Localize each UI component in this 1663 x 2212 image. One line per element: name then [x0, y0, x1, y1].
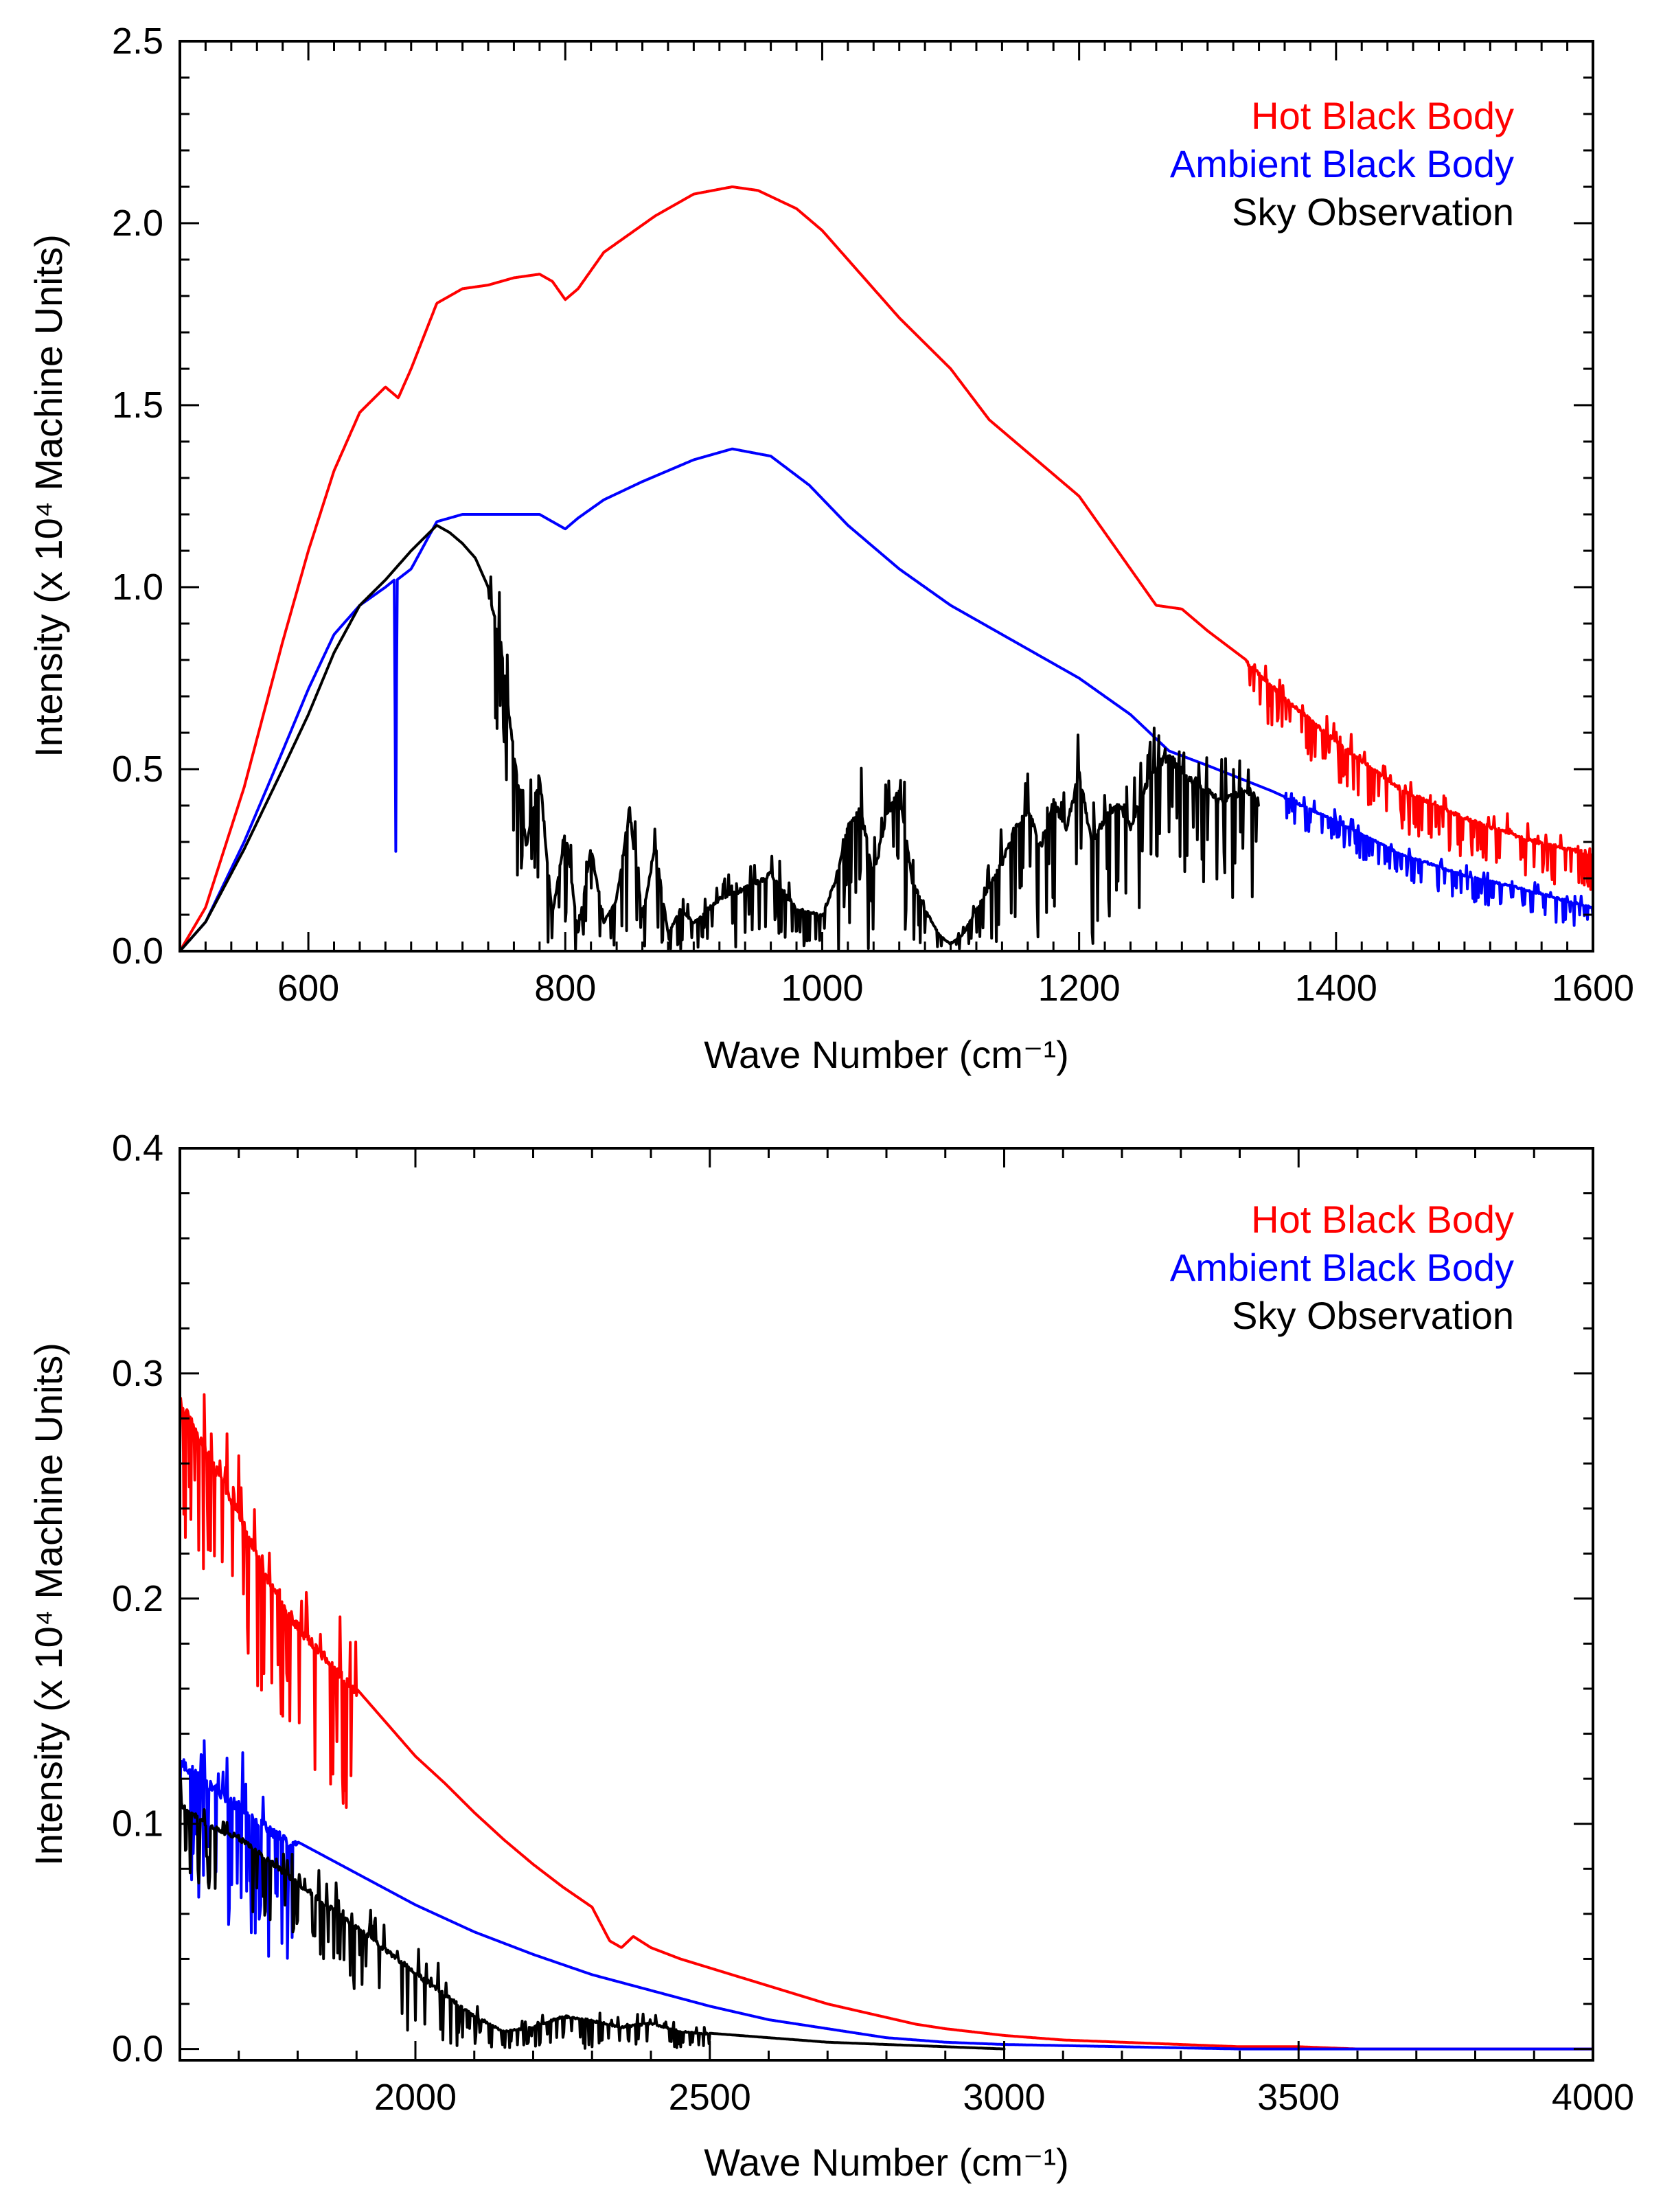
y-tick-label: 0.0	[112, 2029, 163, 2070]
y-axis-label: Intensity (x 10⁴ Machine Units)	[27, 1343, 70, 1866]
series-layer	[179, 1393, 1594, 2051]
tick-marks	[179, 1147, 1594, 2060]
series-line-ambient-black-body	[179, 447, 1594, 953]
x-tick-label: 1400	[1295, 968, 1377, 1009]
legend-entry-ambient-black-body: Ambient Black Body	[1170, 142, 1514, 185]
y-tick-label: 0.4	[112, 1128, 163, 1169]
series-line-sky-observation	[179, 524, 1260, 953]
series-line-hot-black-body	[179, 1393, 1594, 2051]
plot-frame	[179, 40, 1594, 953]
y-tick-labels: 0.0 0.1 0.2 0.3 0.4	[112, 1128, 163, 2070]
y-tick-label: 0.5	[112, 749, 163, 790]
y-tick-labels: 0.0 0.5 1.0 1.5 2.0 2.5	[112, 21, 163, 972]
y-tick-label: 2.5	[112, 21, 163, 62]
y-tick-label: 1.5	[112, 385, 163, 426]
series-line-hot-black-body	[179, 185, 1594, 953]
y-tick-label: 0.3	[112, 1353, 163, 1394]
x-tick-label: 3000	[963, 2077, 1045, 2118]
chart-top-panel: 600 800 1000 1200 1400 1600 0.0 0.5 1.0 1.5 2.0 2.…	[27, 21, 1634, 1076]
y-tick-label: 0.2	[112, 1578, 163, 1619]
chart-bottom-panel: 2000 2500 3000 3500 4000 0.0 0.1 0.2 0.3 0.4 Wav…	[27, 1128, 1634, 2184]
x-tick-label: 1000	[781, 968, 863, 1009]
y-tick-label: 2.0	[112, 203, 163, 244]
series-line-sky-observation	[179, 1778, 1006, 2051]
legend-entry-hot-black-body: Hot Black Body	[1251, 1198, 1514, 1241]
x-tick-label: 2500	[669, 2077, 751, 2118]
series-layer	[179, 185, 1594, 953]
x-axis-label: Wave Number (cm⁻¹)	[704, 1033, 1069, 1076]
legend: Hot Black Body Ambient Black Body Sky Ob…	[1170, 1198, 1514, 1337]
x-tick-labels: 2000 2500 3000 3500 4000	[374, 2077, 1634, 2118]
legend-entry-sky-observation: Sky Observation	[1232, 1294, 1514, 1337]
x-axis-label: Wave Number (cm⁻¹)	[704, 2141, 1069, 2184]
legend-entry-hot-black-body: Hot Black Body	[1251, 94, 1514, 137]
tick-marks	[179, 40, 1594, 953]
legend-entry-sky-observation: Sky Observation	[1232, 190, 1514, 233]
x-tick-label: 3500	[1257, 2077, 1340, 2118]
x-tick-label: 1600	[1552, 968, 1634, 1009]
x-tick-label: 600	[277, 968, 339, 1009]
x-tick-label: 2000	[374, 2077, 457, 2118]
series-line-ambient-black-body	[179, 1739, 1594, 2051]
y-tick-label: 0.0	[112, 931, 163, 972]
x-tick-label: 4000	[1552, 2077, 1634, 2118]
x-tick-label: 1200	[1038, 968, 1121, 1009]
x-tick-label: 800	[534, 968, 596, 1009]
y-tick-label: 0.1	[112, 1803, 163, 1845]
legend: Hot Black Body Ambient Black Body Sky Ob…	[1170, 94, 1514, 233]
y-tick-label: 1.0	[112, 567, 163, 608]
y-axis-label: Intensity (x 10⁴ Machine Units)	[27, 234, 70, 757]
x-tick-labels: 600 800 1000 1200 1400 1600	[277, 968, 1634, 1009]
legend-entry-ambient-black-body: Ambient Black Body	[1170, 1246, 1514, 1289]
